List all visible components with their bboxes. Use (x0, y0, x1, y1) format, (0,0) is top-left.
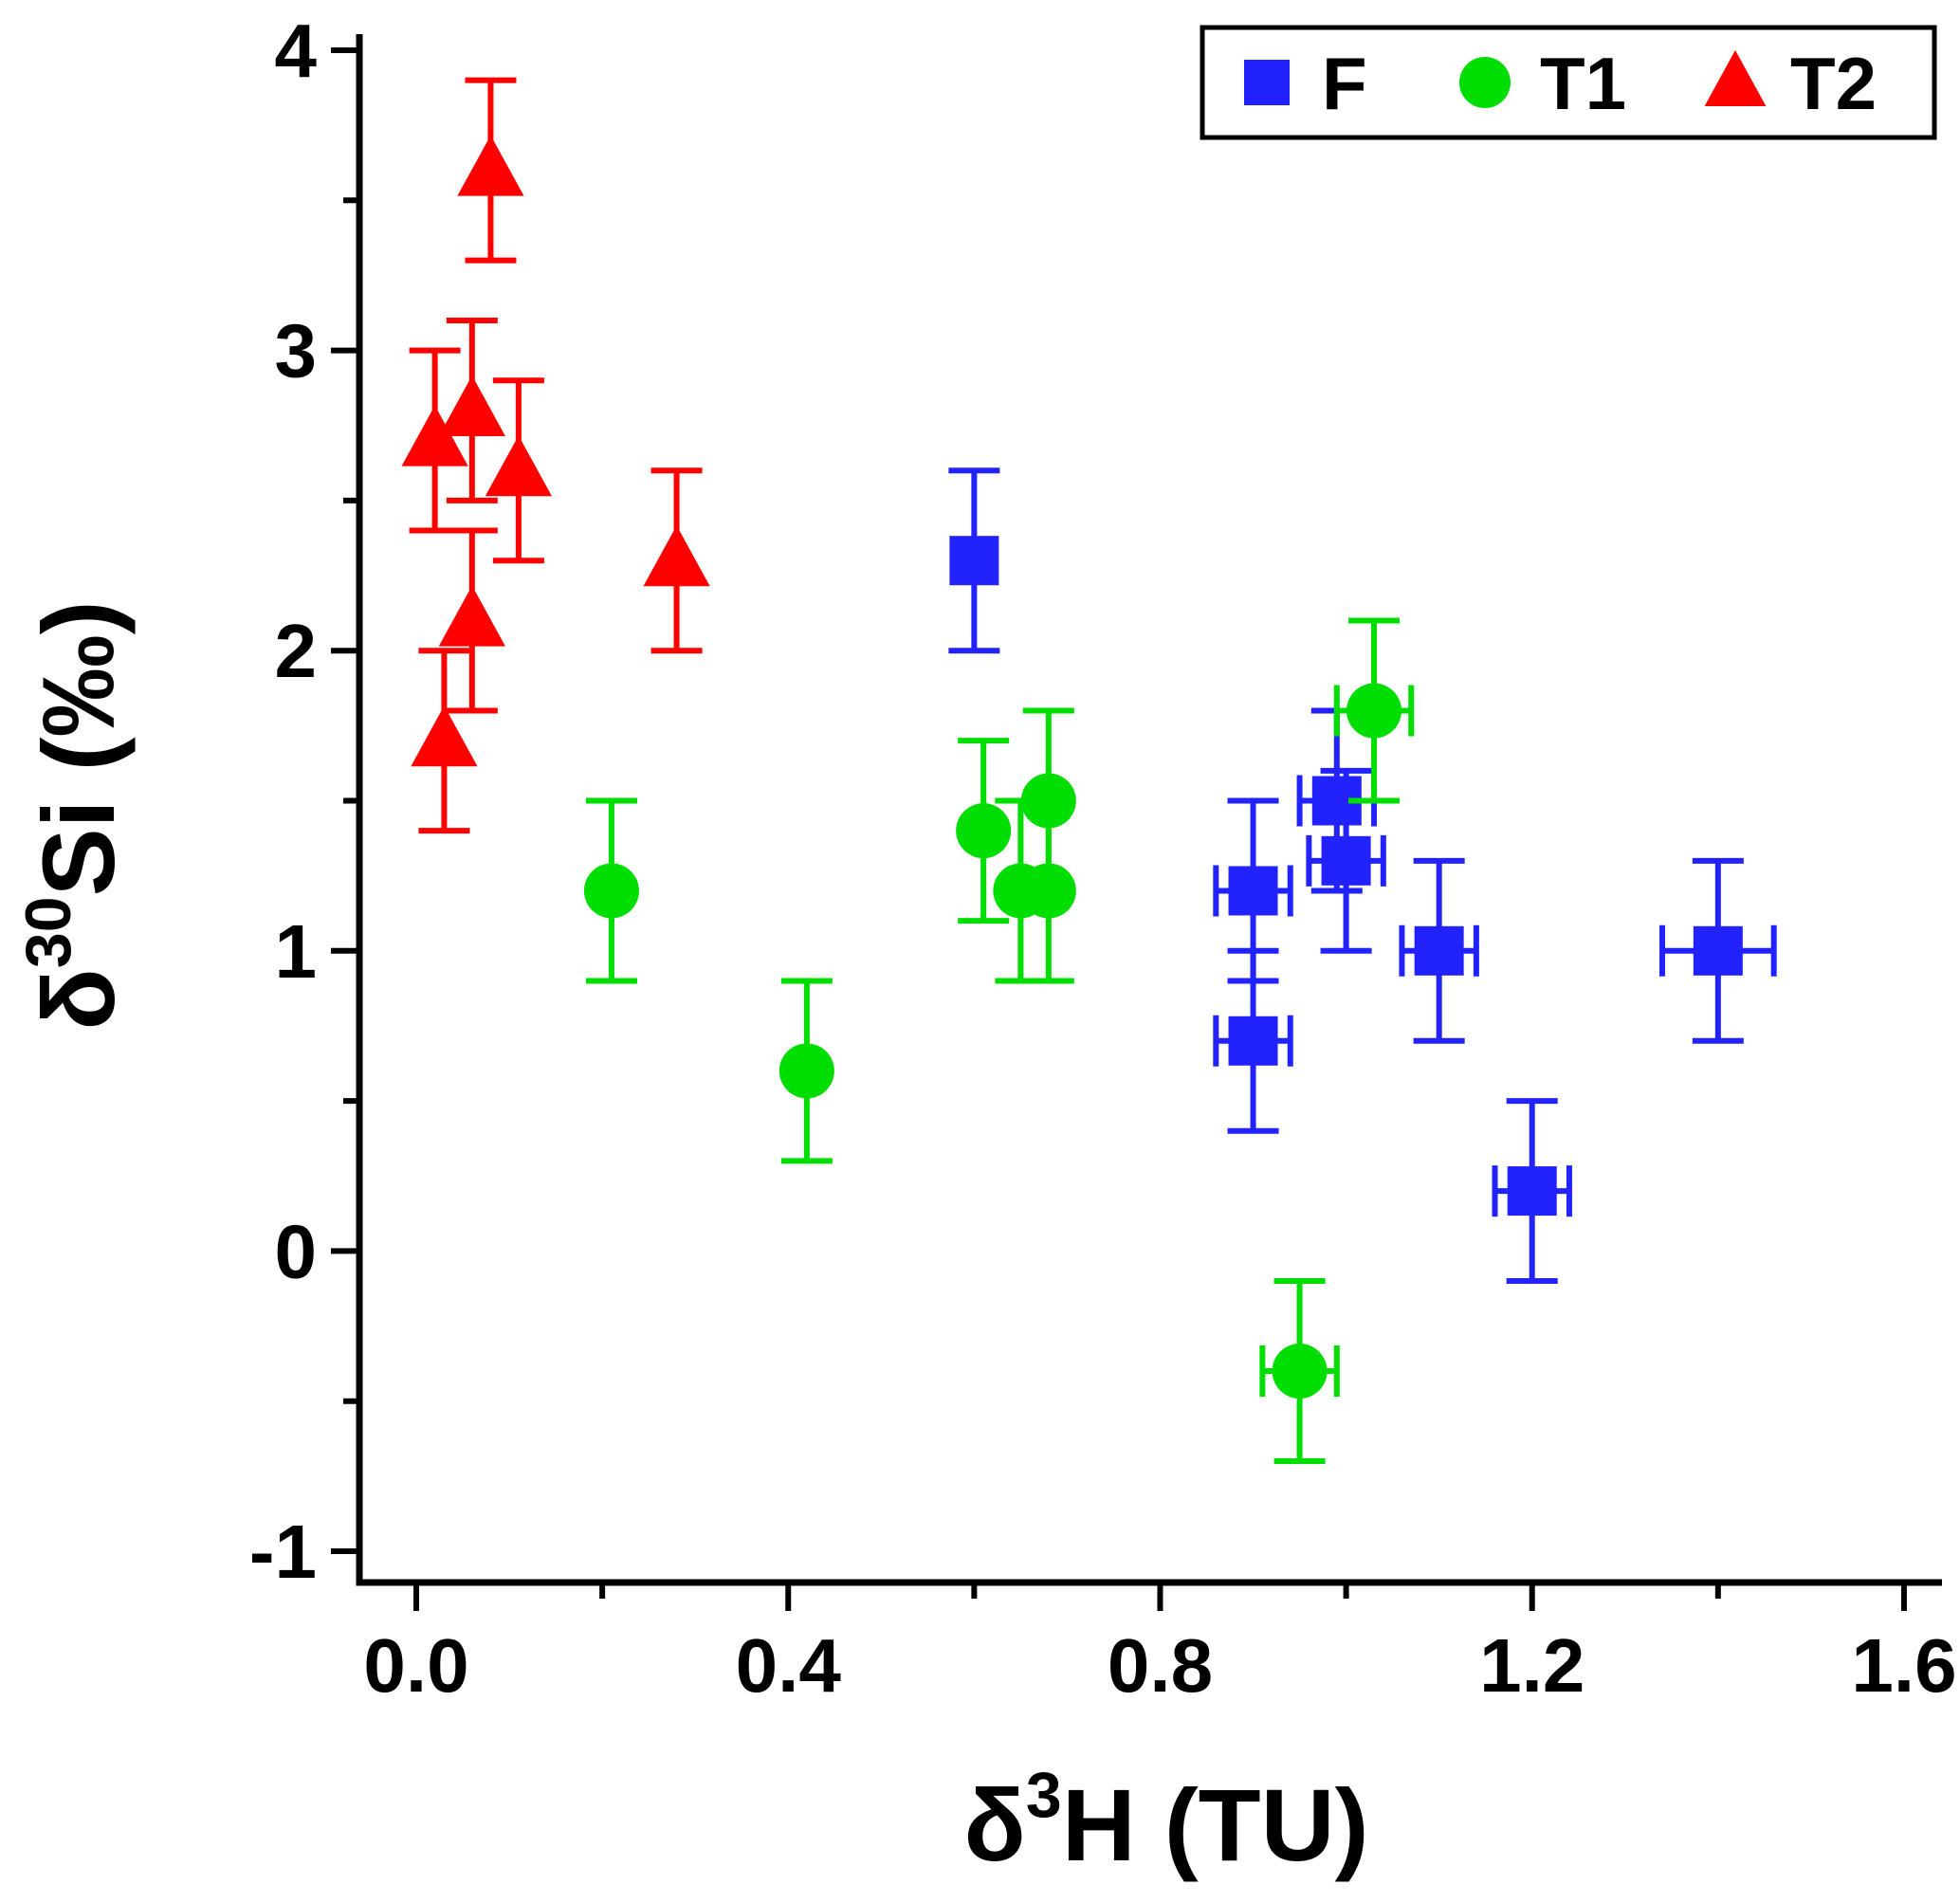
data-point (1306, 767, 1386, 954)
triangle-marker (1704, 49, 1767, 106)
axes (356, 34, 1942, 1586)
data-point (583, 797, 639, 984)
legend-item-T2: T2 (1704, 42, 1877, 125)
circle-marker (1020, 863, 1076, 919)
y-tick-label: 3 (275, 309, 318, 393)
data-point (1659, 857, 1777, 1044)
square-marker (1244, 60, 1290, 105)
square-marker (1414, 925, 1464, 976)
circle-marker (583, 863, 639, 919)
data-point (1259, 1278, 1340, 1465)
circle-marker (1346, 683, 1402, 739)
y-tick-label: 0 (275, 1209, 318, 1293)
y-tick-label: 4 (275, 9, 318, 93)
data-point (411, 648, 478, 834)
legend-label: T1 (1540, 42, 1626, 125)
legend-item-T1: T1 (1459, 42, 1626, 125)
triangle-marker (457, 135, 524, 196)
circle-marker (956, 803, 1012, 859)
y-axis-title: δ30Si (‰) (12, 600, 136, 1030)
data-point (401, 347, 468, 534)
legend-label: F (1322, 42, 1367, 125)
legend: F T1 T2 (1200, 25, 1937, 140)
x-axis-title: δ3H (TU) (963, 1759, 1368, 1882)
legend-label: T2 (1790, 42, 1877, 125)
data-point (1020, 797, 1076, 984)
data-point (779, 978, 834, 1164)
data-point (1399, 857, 1479, 1044)
x-tick-label: 0.4 (736, 1623, 842, 1708)
x-tick-label: 1.2 (1479, 1623, 1584, 1708)
data-point (1333, 617, 1415, 804)
series-T2 (401, 77, 710, 834)
data-point (457, 77, 524, 264)
legend-box (1200, 25, 1937, 140)
series-T1 (583, 617, 1415, 1465)
data-point (948, 467, 1000, 654)
triangle-marker (643, 525, 710, 587)
y-tick-label: -1 (249, 1510, 317, 1594)
data-point (438, 317, 505, 503)
square-marker (1321, 835, 1371, 886)
y-tick-label: 2 (275, 609, 318, 693)
y-tick-label: 1 (275, 909, 318, 994)
square-marker (1228, 866, 1278, 916)
square-marker (1693, 925, 1743, 976)
circle-marker (779, 1043, 834, 1099)
legend-item-F: F (1244, 42, 1367, 125)
triangle-marker (411, 705, 478, 767)
triangle-marker (485, 435, 552, 497)
data-point (1492, 1098, 1572, 1285)
data-point (438, 527, 505, 714)
circle-marker (1459, 57, 1511, 108)
y-axis-ticks: -1 0 1 2 3 4 (249, 9, 359, 1594)
data-point (1213, 947, 1293, 1134)
square-marker (949, 536, 999, 586)
data-point (1213, 797, 1293, 984)
square-marker (1228, 1016, 1278, 1066)
triangle-marker (438, 585, 505, 647)
triangle-marker (438, 375, 505, 436)
triangle-marker (401, 405, 468, 467)
x-tick-label: 0.8 (1108, 1623, 1213, 1708)
series-F (948, 467, 1777, 1285)
data-point (485, 377, 552, 564)
square-marker (1507, 1166, 1557, 1217)
circle-marker (1272, 1344, 1328, 1400)
data-point (643, 467, 710, 654)
x-tick-label: 1.6 (1851, 1623, 1956, 1708)
x-axis-ticks: 0.0 0.4 0.8 1.2 1.6 (363, 1583, 1957, 1708)
x-tick-label: 0.0 (363, 1623, 468, 1708)
data-point (956, 738, 1012, 924)
